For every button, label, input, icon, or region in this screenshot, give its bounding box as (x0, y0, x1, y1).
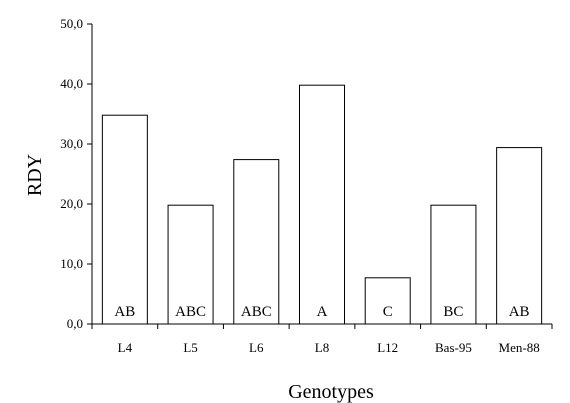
y-tick-label: 0,0 (67, 316, 83, 331)
plot-area: 0,010,020,030,040,050,0ABL4ABCL5ABCL6AL8… (60, 16, 552, 355)
x-axis-title: Genotypes (288, 381, 374, 403)
y-tick-label: 50,0 (60, 16, 83, 31)
x-tick-label: L5 (183, 340, 197, 355)
y-tick-label: 10,0 (60, 256, 83, 271)
bar-l4 (102, 115, 147, 324)
bar-l8 (300, 85, 345, 324)
bar-significance-label: A (317, 304, 328, 320)
bar-l6 (234, 160, 279, 324)
bar-men-88 (497, 148, 542, 324)
x-tick-label: L4 (118, 340, 133, 355)
bar-significance-label: AB (509, 304, 530, 320)
x-tick-label: L8 (315, 340, 329, 355)
x-tick-label: L6 (249, 340, 264, 355)
bar-significance-label: AB (114, 304, 135, 320)
bar-significance-label: BC (443, 304, 463, 320)
x-tick-label: Bas-95 (435, 340, 472, 355)
y-axis-title: RDY (24, 154, 46, 196)
bar-significance-label: ABC (175, 304, 206, 320)
bar-significance-label: C (383, 304, 393, 320)
bar-significance-label: ABC (241, 304, 272, 320)
x-tick-label: Men-88 (499, 340, 540, 355)
y-tick-label: 20,0 (60, 196, 83, 211)
x-tick-label: L12 (377, 340, 398, 355)
y-tick-label: 30,0 (60, 136, 83, 151)
y-tick-label: 40,0 (60, 76, 83, 91)
